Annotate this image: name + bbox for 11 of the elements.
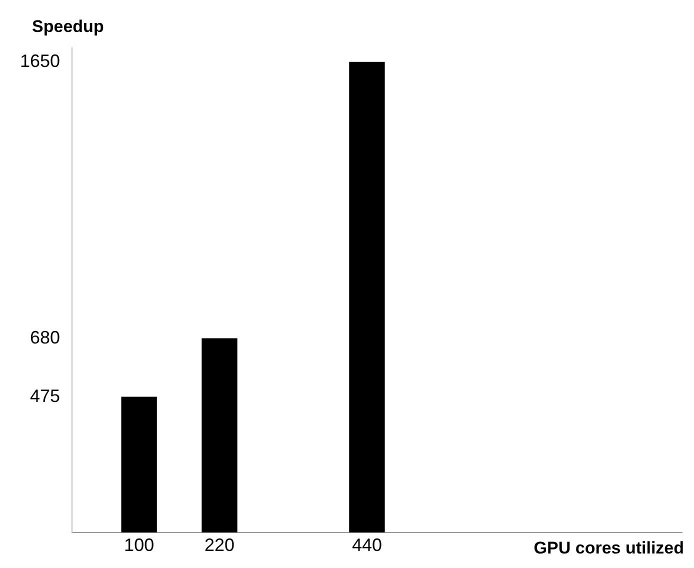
bar [349,62,385,532]
y-tick-label: 1650 [20,51,60,72]
x-tick-label: 440 [352,535,382,556]
y-axis-title: Speedup [32,17,104,36]
x-tick-label: 220 [204,535,235,556]
x-axis-title: GPU cores utilized [534,538,684,558]
x-tick-label: 100 [124,535,154,556]
bar [121,396,157,532]
bar [202,338,238,532]
y-tick-label: 680 [30,328,60,348]
y-tick-label: 475 [30,386,60,406]
